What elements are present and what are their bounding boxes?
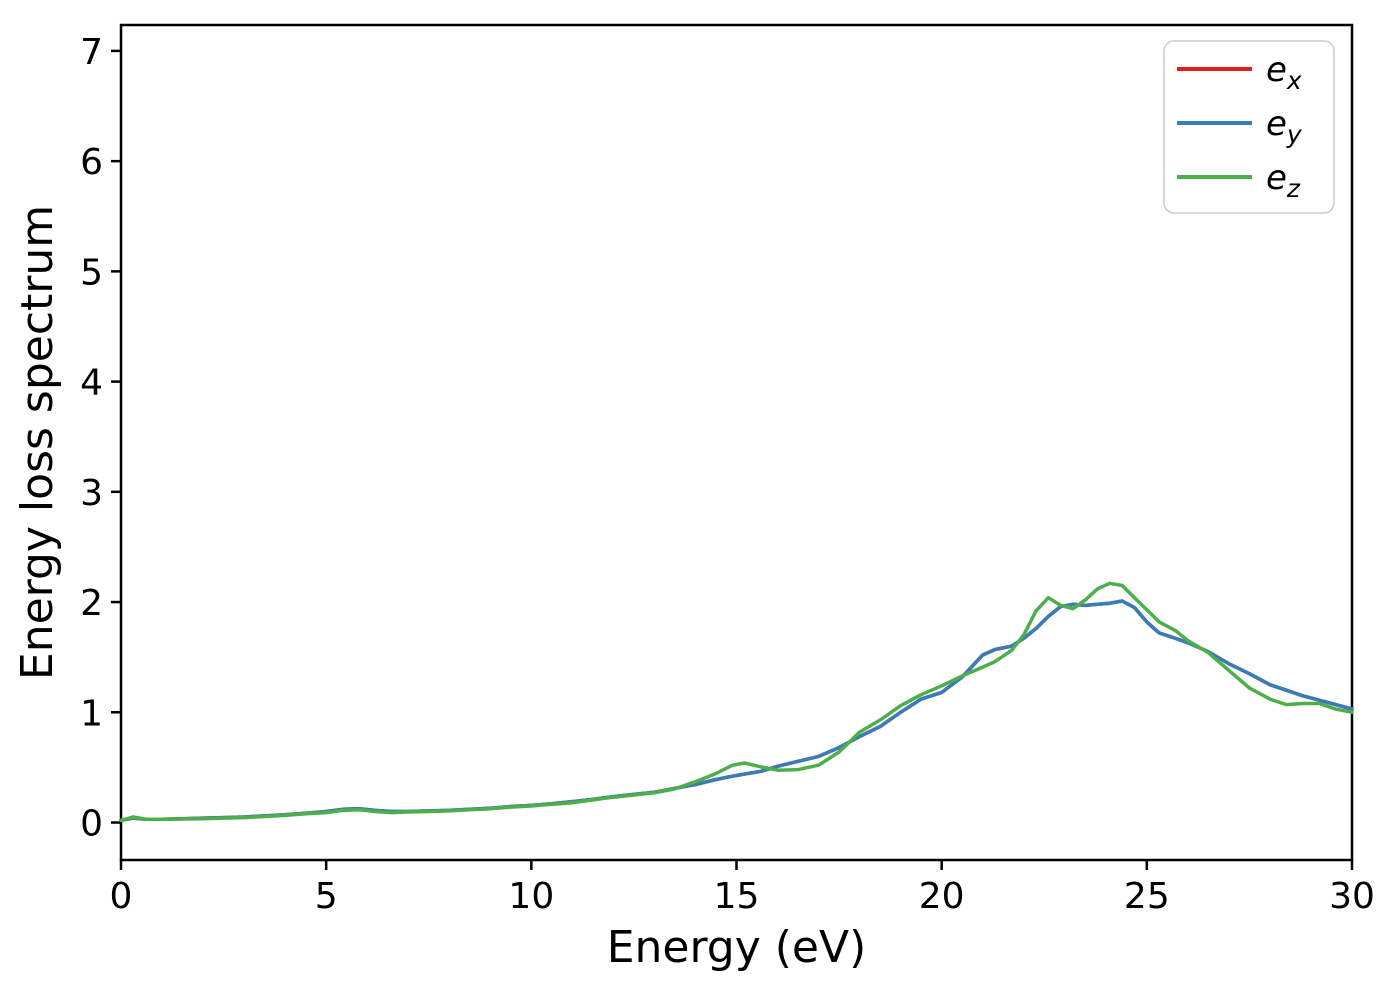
x-tick-label: 25: [1124, 876, 1170, 917]
y-tick-label: 2: [80, 583, 103, 624]
y-tick-label: 4: [80, 363, 103, 404]
y-tick-label: 1: [80, 693, 103, 734]
legend-label-ey: ey: [1266, 104, 1303, 149]
legend-label-ez: ez: [1266, 158, 1301, 203]
x-tick-label: 15: [714, 876, 760, 917]
y-tick-label: 5: [80, 252, 103, 293]
x-tick-label: 30: [1329, 876, 1375, 917]
x-tick-label: 0: [110, 876, 133, 917]
legend-box: [1163, 40, 1335, 214]
x-axis-label: Energy (eV): [607, 922, 867, 973]
y-axis-label: Energy loss spectrum: [12, 205, 63, 680]
y-tick-label: 7: [80, 32, 103, 73]
x-tick-label: 5: [315, 876, 338, 917]
legend-label-ex: ex: [1266, 50, 1302, 95]
y-tick-label: 0: [80, 804, 103, 845]
x-tick-label: 10: [508, 876, 554, 917]
series-line-e_z: [119, 581, 1354, 823]
x-tick-label: 20: [919, 876, 965, 917]
y-tick-label: 3: [80, 473, 103, 514]
y-tick-label: 6: [80, 142, 103, 183]
